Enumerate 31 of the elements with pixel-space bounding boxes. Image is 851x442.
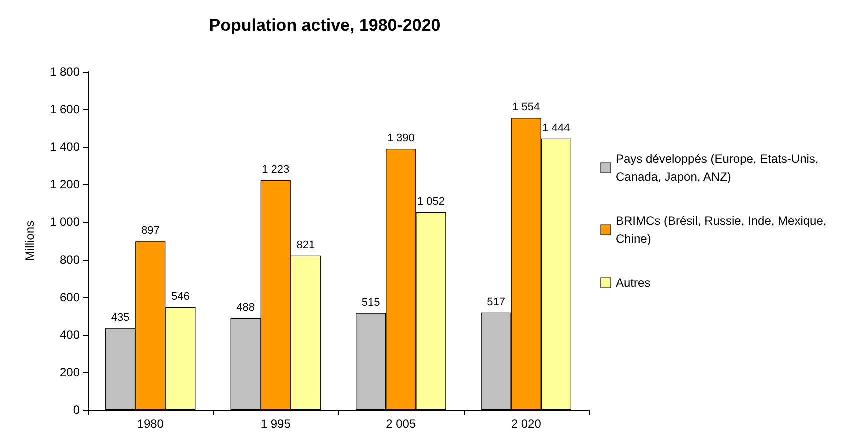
data-label: 1 390 bbox=[387, 132, 415, 144]
y-tick-label: 400 bbox=[60, 328, 80, 342]
y-tick-label: 1 400 bbox=[50, 140, 80, 154]
legend-label: Pays développés (Europe, Etats-Unis, Canada, Japon, ANZ) bbox=[616, 152, 822, 184]
y-axis-title: Millions bbox=[23, 220, 37, 262]
y-tick-label: 1 800 bbox=[50, 65, 80, 79]
legend-label: BRIMCs (Brésil, Russie, Inde, Mexique, Chine) bbox=[616, 214, 830, 246]
y-tick-label: 1 000 bbox=[50, 215, 80, 230]
data-label: 1 223 bbox=[262, 164, 290, 176]
legend-label: Autres bbox=[616, 276, 651, 290]
data-label: 1 444 bbox=[542, 122, 570, 134]
y-tick-label: 200 bbox=[60, 365, 80, 380]
data-label: 1 052 bbox=[417, 196, 445, 208]
data-label: 546 bbox=[172, 290, 190, 303]
data-label: 897 bbox=[141, 225, 160, 238]
data-label: 488 bbox=[236, 302, 255, 314]
y-tick-label: 0 bbox=[73, 403, 80, 417]
y-tick-label: 800 bbox=[60, 252, 80, 267]
y-tick-label: 1 600 bbox=[50, 102, 80, 117]
x-tick-label: 1 995 bbox=[260, 417, 292, 431]
chart-title: Population active, 1980-2020 bbox=[209, 16, 441, 35]
x-tick-label: 1980 bbox=[137, 417, 164, 431]
data-label: 1 554 bbox=[512, 102, 540, 114]
x-tick-label: 2 020 bbox=[511, 417, 542, 431]
data-label: 435 bbox=[111, 312, 130, 324]
y-tick-label: 1 200 bbox=[50, 178, 80, 192]
y-tick-label: 600 bbox=[60, 290, 80, 304]
x-tick-label: 2 005 bbox=[386, 417, 416, 431]
data-label: 821 bbox=[296, 239, 316, 252]
data-label: 515 bbox=[362, 296, 380, 309]
data-label: 517 bbox=[487, 296, 506, 308]
